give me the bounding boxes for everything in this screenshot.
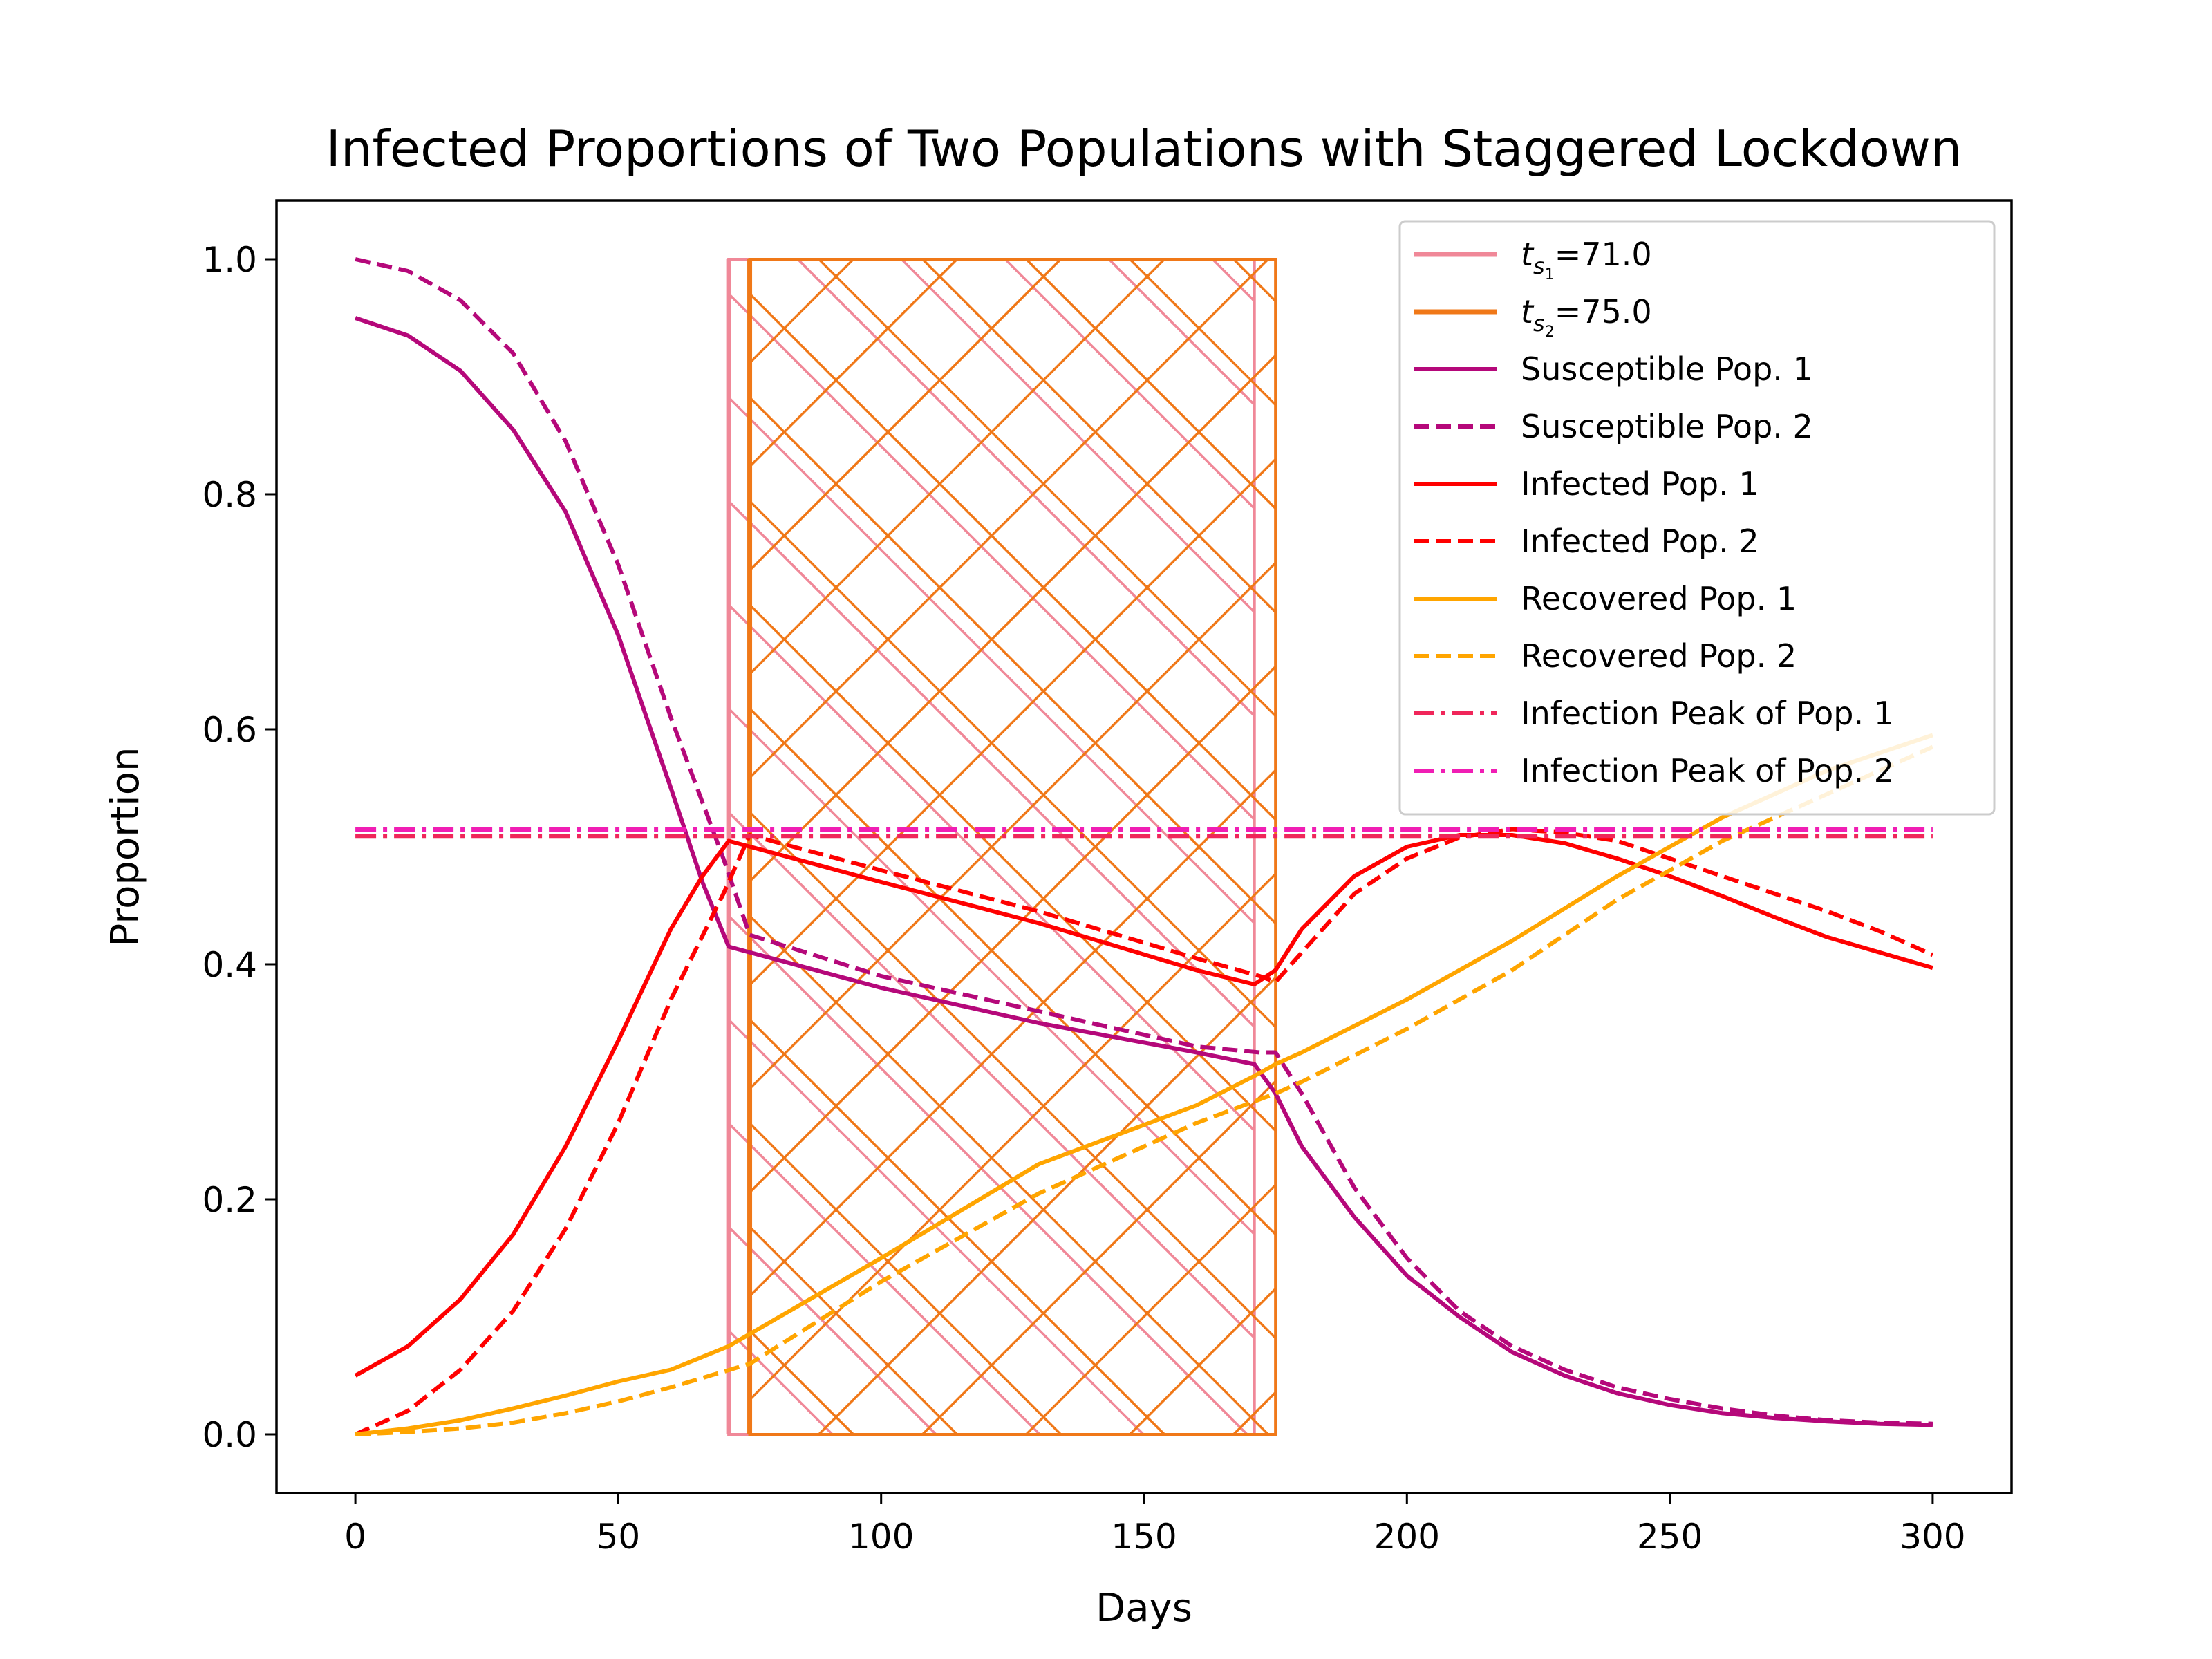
legend-subscript: s xyxy=(1533,253,1545,279)
hatch-line xyxy=(729,1018,1145,1434)
legend-label-series-6: Recovered Pop. 2 xyxy=(1521,637,1797,675)
legend-subscript: s xyxy=(1533,310,1545,337)
hatch-line xyxy=(749,259,1165,676)
x-tick-label: 200 xyxy=(1374,1517,1440,1557)
hatch-line xyxy=(749,1225,958,1434)
legend-label-lockdown-1: ts1=71.0 xyxy=(1521,236,1652,283)
hatch-line xyxy=(729,499,1255,1029)
x-tick-label: 300 xyxy=(1900,1517,1965,1557)
hatch-line xyxy=(921,259,1276,615)
y-tick-label: 0.0 xyxy=(202,1415,257,1455)
legend-var: t xyxy=(1521,293,1535,330)
hatch-line xyxy=(2146,259,2212,1434)
hatch-line xyxy=(1960,259,2212,1434)
y-axis-ticks: 0.0 0.2 0.4 0.6 0.8 1.0 xyxy=(202,240,276,1455)
legend-label-series-8: Infection Peak of Pop. 2 xyxy=(1521,752,1894,789)
hatch-line xyxy=(749,603,1276,1133)
hatch-line xyxy=(749,259,1062,572)
hatch-line xyxy=(749,1121,1062,1434)
y-tick-label: 0.2 xyxy=(202,1180,257,1220)
hatch-line xyxy=(1025,259,1276,511)
legend-label-series-5: Recovered Pop. 1 xyxy=(1521,580,1797,617)
y-tick-label: 0.6 xyxy=(202,710,257,750)
hatch-line xyxy=(749,259,958,469)
hatch-line xyxy=(1025,1183,1276,1434)
hatch-line xyxy=(749,706,1276,1237)
hatch-line xyxy=(2042,259,2212,1434)
series-line-5 xyxy=(355,733,1933,1436)
hatch-line xyxy=(729,914,1248,1434)
y-tick-label: 1.0 xyxy=(202,240,257,280)
hatch-line xyxy=(749,292,1276,822)
hatch-line xyxy=(749,259,1269,780)
hatch-line xyxy=(796,259,1255,718)
hatch-line xyxy=(818,259,1276,718)
lockdown-hatch-1 xyxy=(0,259,2212,1434)
hatch-line xyxy=(2167,259,2212,1434)
hatch-line xyxy=(749,810,1276,1340)
hatch-line xyxy=(729,395,1255,926)
series-line-3 xyxy=(354,833,1933,1378)
hatch-line xyxy=(1004,259,1255,511)
legend-subsubscript: 2 xyxy=(1545,324,1555,341)
series-lines xyxy=(354,257,1934,1436)
legend-label-series-3: Infected Pop. 1 xyxy=(1521,465,1759,503)
hatch-line xyxy=(2063,259,2212,1434)
series-line-4 xyxy=(354,827,1934,1436)
hatch-line xyxy=(729,1225,937,1434)
hatch-line xyxy=(749,1018,1165,1434)
hatch-line xyxy=(2167,259,2212,1434)
x-tick-label: 250 xyxy=(1637,1517,1703,1557)
hatch-line xyxy=(729,810,1255,1340)
hatch-line xyxy=(749,914,1269,1434)
chart-title: Infected Proportions of Two Populations … xyxy=(326,120,1962,178)
x-axis-label: Days xyxy=(1096,1586,1192,1631)
series-line-6 xyxy=(355,744,1934,1436)
y-axis-label: Proportion xyxy=(103,747,148,947)
y-tick-label: 0.4 xyxy=(202,945,257,985)
x-tick-label: 50 xyxy=(597,1517,641,1557)
legend-value: =71.0 xyxy=(1555,236,1652,273)
hatch-line xyxy=(1960,259,2212,1434)
hatch-line xyxy=(921,1079,1276,1434)
hatch-line xyxy=(729,1121,1041,1434)
legend-label-series-1: Susceptible Pop. 1 xyxy=(1521,350,1813,388)
legend-label-series-2: Susceptible Pop. 2 xyxy=(1521,408,1813,445)
series-line-2 xyxy=(355,257,1933,1426)
hatch-line xyxy=(729,706,1255,1237)
series-line-1 xyxy=(355,316,1933,1427)
legend-value: =75.0 xyxy=(1555,293,1652,330)
legend-var: t xyxy=(1521,236,1535,273)
x-tick-label: 150 xyxy=(1111,1517,1177,1557)
x-tick-label: 100 xyxy=(848,1517,914,1557)
hatch-line xyxy=(729,292,1255,822)
hatch-line xyxy=(0,259,625,1434)
hatch-line xyxy=(749,395,1276,926)
legend-label-lockdown-2: ts2=75.0 xyxy=(1521,293,1652,341)
legend-label-series-4: Infected Pop. 2 xyxy=(1521,523,1759,560)
x-tick-label: 0 xyxy=(344,1517,366,1557)
legend-subsubscript: 1 xyxy=(1545,266,1555,283)
legend-box xyxy=(1398,220,1996,816)
hatch-line xyxy=(2063,259,2212,1434)
hatch-line xyxy=(818,975,1276,1434)
hatch-line xyxy=(900,259,1255,615)
legend-label-series-7: Infection Peak of Pop. 1 xyxy=(1521,695,1894,732)
hatch-line xyxy=(749,499,1276,1029)
y-tick-label: 0.8 xyxy=(202,475,257,515)
x-axis-ticks: 0 50 100 150 200 250 300 xyxy=(344,1493,1966,1557)
hatch-line xyxy=(729,603,1255,1133)
